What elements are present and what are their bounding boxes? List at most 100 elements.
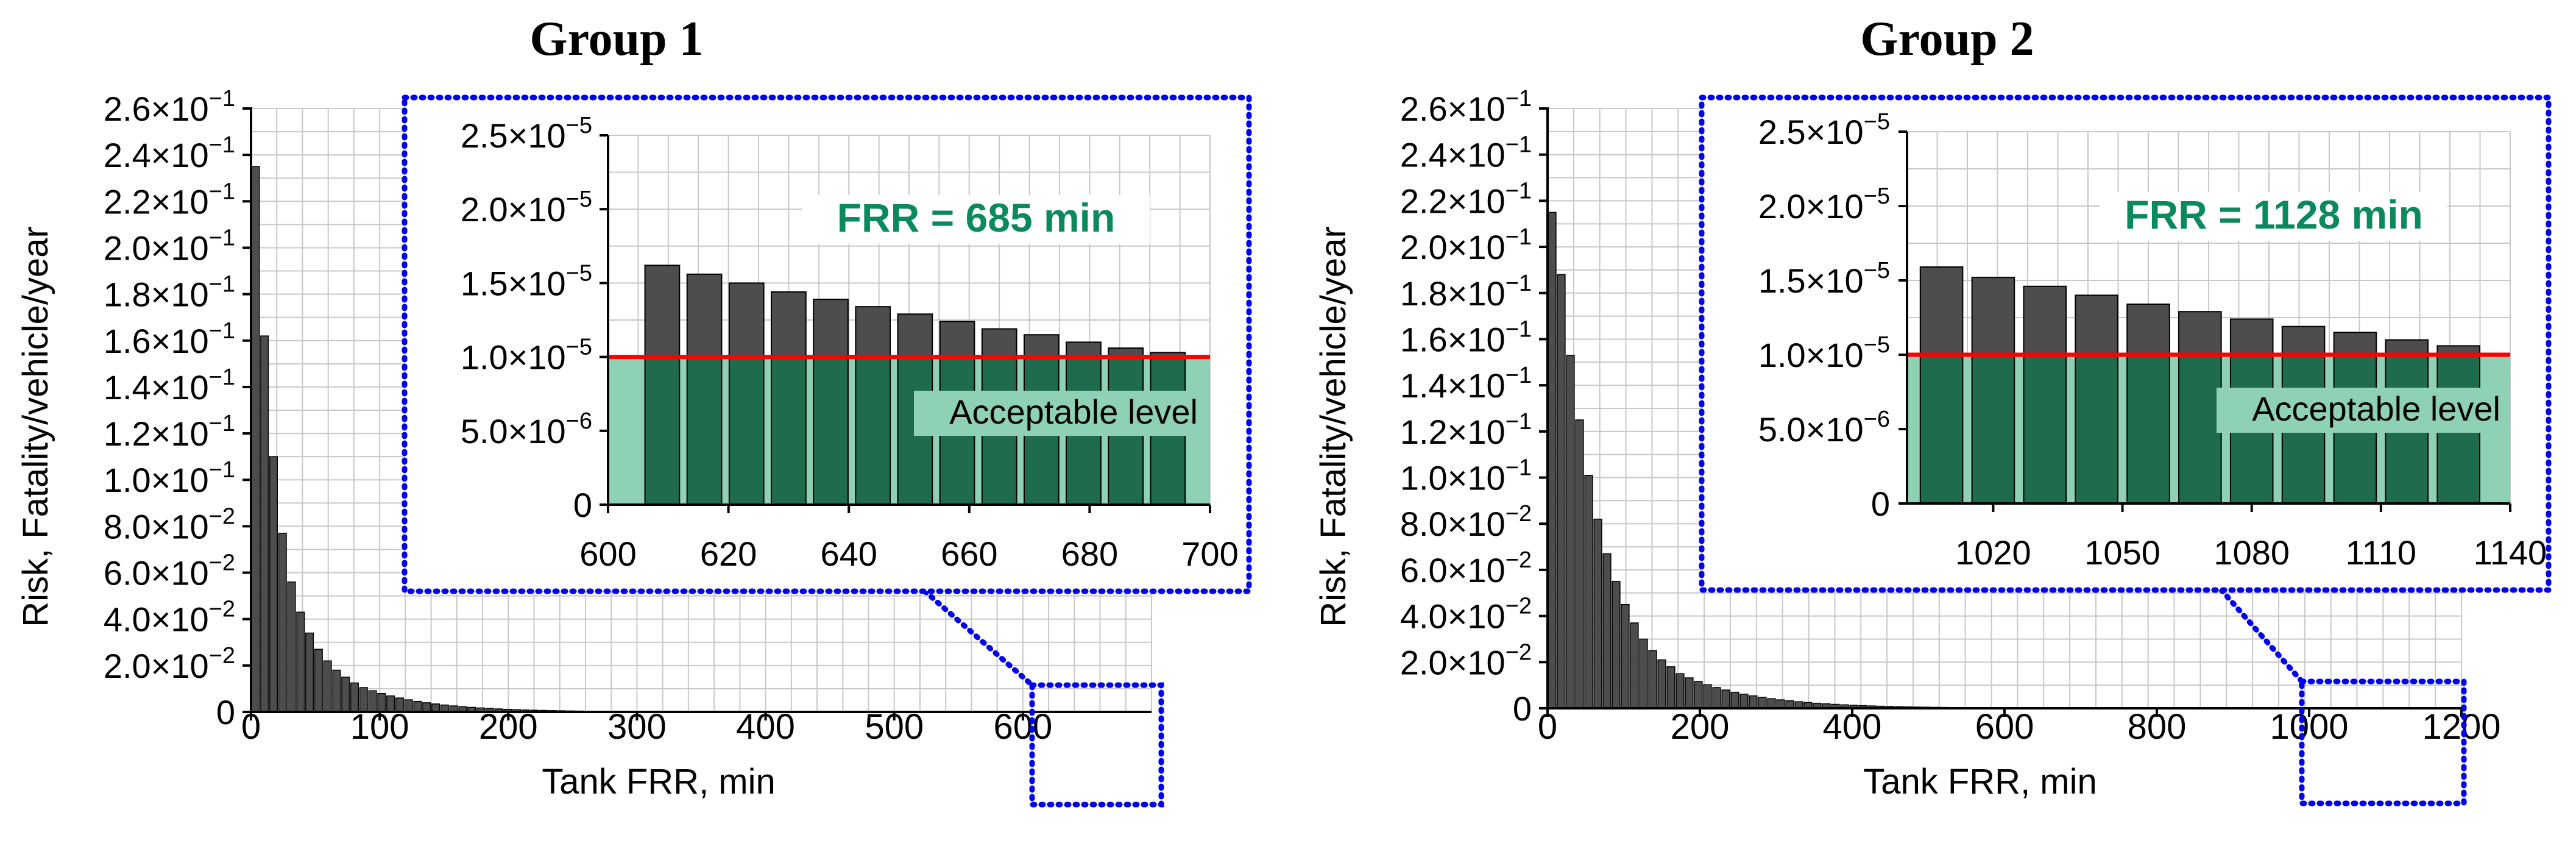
chart1-y-tick-label: 1.8×10−1	[104, 272, 235, 314]
chart1-y-tick-label: 2.0×10−1	[104, 225, 235, 267]
chart1-inset-bar-lower	[644, 356, 681, 505]
chart2-inset-y-tick-label: 1.5×10−5	[1758, 258, 1890, 300]
chart1-y-tick-label: 2.0×10−2	[104, 643, 235, 685]
chart1-inset-x-tick-label: 600	[579, 535, 636, 573]
chart1-bar	[314, 649, 323, 713]
chart2-y-tick-label: 2.2×10−1	[1400, 178, 1532, 220]
chart2-y-tick-label: 1.6×10−1	[1400, 316, 1532, 358]
chart1-bar	[278, 533, 287, 713]
chart1-acceptable-label: Acceptable level	[949, 393, 1198, 431]
chart1-y-axis-label: Risk, Fatality/vehicle/year	[16, 226, 55, 627]
chart2-inset-bar-upper	[2126, 304, 2170, 356]
chart2-x-tick-label: 0	[1538, 707, 1557, 747]
chart1-inset-bar-upper	[1024, 334, 1060, 358]
chart1-inset-bar-upper	[771, 291, 807, 358]
chart2-y-tick-label: 0	[1513, 689, 1532, 728]
chart2-inset-bar-lower	[2023, 354, 2067, 504]
chart1-x-tick-label: 200	[479, 707, 538, 747]
chart1-inset-bar-upper	[644, 265, 681, 358]
chart2-x-tick-label: 400	[1823, 707, 1882, 747]
chart1-inset-x-tick-label: 680	[1061, 535, 1118, 573]
chart1-bar	[413, 700, 422, 713]
chart2-inset-x-tick-label: 1110	[2346, 533, 2416, 572]
chart1-bar	[323, 660, 332, 713]
chart1-bar	[296, 611, 305, 713]
chart2-inset-bar-lower	[2075, 354, 2118, 504]
chart2-bar	[1639, 638, 1648, 709]
chart2-bar	[1621, 603, 1630, 709]
chart2-y-tick-label: 2.0×10−1	[1400, 224, 1532, 266]
chart2-y-tick-label: 2.4×10−1	[1400, 132, 1532, 174]
chart1-x-axis-label: Tank FRR, min	[542, 762, 776, 802]
chart2-bar	[1630, 622, 1639, 709]
chart2-x-tick-label: 1000	[2270, 707, 2348, 747]
chart1-bar	[341, 677, 350, 713]
chart2-y-tick-label: 1.0×10−1	[1400, 455, 1532, 497]
chart2-bar	[1612, 581, 1621, 709]
chart1-inset-x-tick-label: 700	[1181, 535, 1238, 573]
chart2-bar	[1675, 673, 1685, 709]
chart2-bar	[1657, 659, 1666, 709]
chart2-bar	[1776, 699, 1785, 709]
chart2-inset-bar-upper	[2281, 325, 2326, 356]
chart2-y-tick-label: 6.0×10−2	[1400, 547, 1532, 589]
chart2-bar	[1584, 475, 1593, 709]
chart1-y-tick-label: 2.4×10−1	[104, 132, 235, 174]
chart2-inset-bar-lower	[2126, 354, 2170, 504]
chart2-y-axis-label: Risk, Fatality/vehicle/year	[1314, 226, 1353, 627]
chart1-zoom-region	[1029, 682, 1164, 808]
chart2-inset-bar-lower	[1971, 354, 2015, 504]
chart2-inset-bar-upper	[2385, 339, 2429, 355]
chart2-bar	[1685, 677, 1694, 709]
chart1-x-tick-label: 100	[350, 707, 409, 747]
chart1-y-tick-label: 1.4×10−1	[104, 364, 235, 407]
chart1-y-tick-label: 1.6×10−1	[104, 318, 235, 360]
chart1-inset-bar-lower	[813, 356, 849, 505]
chart1-inset-bar-upper	[981, 328, 1017, 358]
chart1-inset-bar-lower	[728, 356, 765, 505]
chart2-title: Group 2	[1860, 12, 2034, 66]
chart2-bar	[1694, 681, 1703, 709]
chart2-bar	[1648, 650, 1657, 709]
chart1-inset-bar-upper	[813, 299, 849, 358]
chart1-zoom-connector	[922, 588, 1035, 688]
chart1-inset-bar-upper	[939, 321, 975, 358]
chart2-y-tick-label: 4.0×10−2	[1400, 594, 1532, 636]
chart2-bar	[1730, 691, 1739, 709]
chart1-y-tick-label: 0	[216, 693, 235, 731]
chart2-inset-y-tick-label: 0	[1871, 485, 1890, 523]
chart2-bar	[1758, 697, 1767, 709]
chart1-inset-x-tick-label: 620	[700, 535, 757, 573]
chart2-bar	[1721, 689, 1730, 709]
chart2-y-tick-label: 2.0×10−2	[1400, 639, 1532, 681]
chart1-inset-bar-upper	[686, 273, 723, 358]
chart1-inset-y-tick-label: 1.0×10−5	[461, 335, 592, 377]
chart2-y-tick-label: 1.4×10−1	[1400, 363, 1532, 405]
chart1-inset-bar-upper	[897, 313, 933, 358]
chart2-x-axis-label: Tank FRR, min	[1863, 762, 2097, 802]
chart1-inset-bar-lower	[771, 356, 807, 505]
chart2-bar	[1749, 695, 1758, 709]
chart2-inset-bar-lower	[1919, 354, 1964, 504]
chart2-inset-x-tick-label: 1020	[1955, 533, 2031, 572]
chart2-zoom-region	[2299, 678, 2467, 806]
chart1-y-tick-label: 8.0×10−2	[104, 503, 235, 546]
chart1-x-tick-label: 500	[865, 707, 924, 747]
chart2-bar	[1767, 698, 1776, 709]
chart1-x-tick-label: 300	[607, 707, 667, 747]
chart2-bar	[1557, 274, 1566, 709]
chart1-title: Group 1	[529, 12, 703, 66]
chart1-y-tick-label: 1.2×10−1	[104, 411, 235, 453]
chart2-x-tick-label: 600	[1975, 707, 2034, 747]
chart1-y-tick-label: 2.2×10−1	[104, 179, 235, 221]
chart1-frr-label-bg	[802, 195, 1150, 244]
chart2-x-tick-label: 200	[1671, 707, 1730, 747]
chart2-inset-bar-upper	[2075, 294, 2118, 355]
chart1-bar	[332, 669, 341, 713]
chart2-inset-bar-upper	[1919, 266, 1964, 356]
chart1-bar	[260, 335, 269, 713]
chart2-inset-bar-upper	[2333, 332, 2377, 356]
chart2-bar	[1548, 212, 1557, 709]
chart1-inset-y-tick-label: 1.5×10−5	[461, 260, 592, 302]
chart2-y-tick-label: 8.0×10−2	[1400, 501, 1532, 543]
